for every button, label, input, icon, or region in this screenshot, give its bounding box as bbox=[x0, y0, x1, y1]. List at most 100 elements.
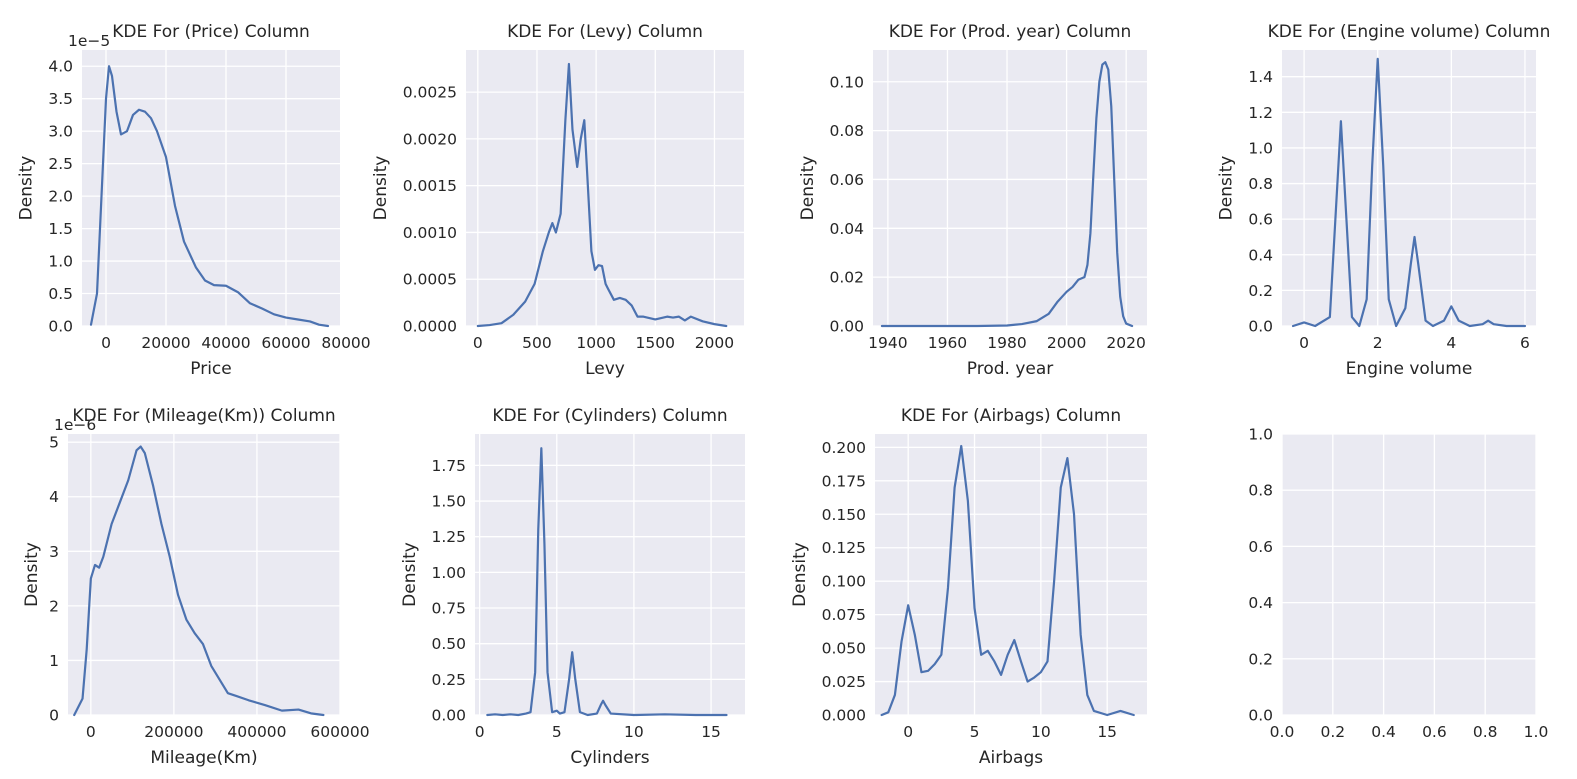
y-tick-label: 1.4 bbox=[1248, 68, 1273, 86]
y-axis-label: Density bbox=[790, 542, 810, 607]
subplot-8: 0.0 0.2 0.4 0.6 0.8 1.0 0.0 0.2 0.4 0.6 0.8 1.0 bbox=[1248, 426, 1548, 742]
x-axis-label: Cylinders bbox=[570, 748, 649, 768]
y-tick-label: 0.100 bbox=[822, 573, 866, 591]
y-offset-text: 1e−6 bbox=[54, 416, 96, 434]
y-tick-label: 2.0 bbox=[48, 188, 73, 206]
kde-line bbox=[880, 61, 1134, 328]
x-tick-label: 2000 bbox=[695, 334, 734, 352]
y-tick-label: 0.8 bbox=[1248, 482, 1273, 500]
y-axis-label: Density bbox=[22, 542, 42, 607]
y-tick-label: 0.0 bbox=[48, 318, 73, 336]
y-axis-label: Density bbox=[400, 542, 420, 607]
subplot-5: 0 200000 400000 600000 0 1 2 3 4 5 KDE For (Mileag… bbox=[22, 406, 369, 768]
y-tick-label: 0.075 bbox=[822, 606, 866, 624]
x-tick-label: 1.0 bbox=[1524, 723, 1549, 741]
x-tick-label: 80000 bbox=[321, 334, 370, 352]
x-tick-label: 0 bbox=[86, 723, 96, 741]
x-tick-label: 1000 bbox=[576, 334, 615, 352]
x-tick-label: 40000 bbox=[201, 334, 250, 352]
y-tick-label: 0.00 bbox=[431, 707, 466, 725]
y-tick-label: 0.200 bbox=[822, 439, 866, 457]
y-tick-label: 0.125 bbox=[822, 539, 866, 557]
x-tick-label: 500 bbox=[522, 334, 552, 352]
y-tick-label: 0.6 bbox=[1248, 538, 1273, 556]
kde-line bbox=[476, 62, 728, 328]
y-tick-label: 1.00 bbox=[431, 564, 466, 582]
x-tick-label: 0 bbox=[473, 334, 483, 352]
kde-line bbox=[486, 447, 728, 717]
y-tick-label: 0.10 bbox=[829, 73, 864, 91]
x-axis-label: Levy bbox=[585, 359, 625, 379]
x-tick-label: 2020 bbox=[1106, 334, 1145, 352]
y-tick-label: 2.5 bbox=[48, 155, 73, 173]
x-tick-label: 1940 bbox=[868, 334, 907, 352]
y-tick-label: 1.75 bbox=[431, 457, 466, 475]
y-tick-label: 0.50 bbox=[431, 635, 466, 653]
x-tick-label: 5 bbox=[552, 723, 562, 741]
subplot-title: KDE For (Mileage(Km)) Column bbox=[72, 406, 335, 426]
y-tick-label: 2 bbox=[49, 597, 59, 615]
x-tick-label: 4 bbox=[1446, 334, 1456, 352]
x-axis-label: Price bbox=[190, 359, 231, 379]
kde-line bbox=[880, 444, 1135, 717]
y-tick-label: 0.4 bbox=[1248, 246, 1273, 264]
x-tick-label: 60000 bbox=[261, 334, 310, 352]
y-tick-label: 5 bbox=[49, 434, 59, 452]
x-axis-label: Prod. year bbox=[967, 359, 1054, 379]
subplot-4: 0 2 4 6 0.0 0.2 0.4 0.6 0.8 1.0 1.2 1.4 KDE For (Eng… bbox=[1217, 22, 1551, 379]
x-axis-label: Airbags bbox=[979, 748, 1043, 768]
x-tick-label: 15 bbox=[701, 723, 721, 741]
plot-area bbox=[875, 434, 1147, 715]
y-tick-label: 0.0015 bbox=[403, 177, 457, 195]
x-tick-label: 10 bbox=[1031, 723, 1051, 741]
y-tick-label: 1.25 bbox=[431, 528, 466, 546]
kde-line bbox=[73, 445, 325, 717]
x-tick-label: 20000 bbox=[141, 334, 190, 352]
y-tick-label: 0.0025 bbox=[403, 84, 457, 102]
plot-area bbox=[873, 50, 1147, 326]
subplot-title: KDE For (Prod. year) Column bbox=[889, 22, 1132, 42]
y-tick-label: 1.50 bbox=[431, 493, 466, 511]
y-tick-label: 0 bbox=[49, 707, 59, 725]
y-axis-label: Density bbox=[17, 156, 37, 221]
subplot-title: KDE For (Levy) Column bbox=[507, 22, 703, 42]
x-axis-label: Engine volume bbox=[1346, 359, 1473, 379]
y-tick-label: 0.2 bbox=[1248, 282, 1273, 300]
x-tick-label: 15 bbox=[1097, 723, 1117, 741]
y-tick-label: 4.0 bbox=[48, 58, 73, 76]
kde-line bbox=[1291, 57, 1527, 328]
y-axis-label: Density bbox=[371, 156, 391, 221]
x-tick-label: 1980 bbox=[987, 334, 1026, 352]
x-tick-label: 0.8 bbox=[1473, 723, 1498, 741]
y-tick-label: 0.5 bbox=[48, 285, 73, 303]
x-tick-label: 0 bbox=[101, 334, 111, 352]
y-tick-label: 0.06 bbox=[829, 171, 864, 189]
y-tick-label: 0.0005 bbox=[403, 271, 457, 289]
y-tick-label: 0.150 bbox=[822, 506, 866, 524]
y-tick-label: 0.04 bbox=[829, 220, 864, 238]
subplot-1: 0 20000 40000 60000 80000 0.0 0.5 1.0 1.5 2.0 2.5 3… bbox=[17, 22, 371, 379]
x-tick-label: 5 bbox=[970, 723, 980, 741]
x-tick-label: 0 bbox=[475, 723, 485, 741]
x-tick-label: 10 bbox=[624, 723, 644, 741]
y-tick-label: 1.0 bbox=[48, 253, 73, 271]
y-tick-label: 0.02 bbox=[829, 269, 864, 287]
subplot-3: 1940 1960 1980 2000 2020 0.00 0.02 0.04 0.06 0.08… bbox=[798, 22, 1147, 379]
y-axis-label: Density bbox=[1217, 156, 1237, 221]
x-tick-label: 0.6 bbox=[1422, 723, 1447, 741]
subplot-title: KDE For (Airbags) Column bbox=[901, 406, 1121, 426]
y-tick-label: 0.2 bbox=[1248, 650, 1273, 668]
x-tick-label: 1500 bbox=[636, 334, 675, 352]
y-tick-label: 1.2 bbox=[1248, 104, 1273, 122]
x-tick-label: 400000 bbox=[227, 723, 286, 741]
x-axis-label: Mileage(Km) bbox=[150, 748, 257, 768]
y-tick-label: 0.75 bbox=[431, 600, 466, 618]
y-tick-label: 0.0010 bbox=[403, 224, 457, 242]
y-tick-label: 1 bbox=[49, 652, 59, 670]
y-tick-label: 1.0 bbox=[1248, 139, 1273, 157]
x-tick-label: 0.2 bbox=[1320, 723, 1345, 741]
y-tick-label: 0.8 bbox=[1248, 175, 1273, 193]
plot-area bbox=[82, 50, 340, 326]
y-tick-label: 0.175 bbox=[822, 472, 866, 490]
y-tick-label: 0.025 bbox=[822, 673, 866, 691]
